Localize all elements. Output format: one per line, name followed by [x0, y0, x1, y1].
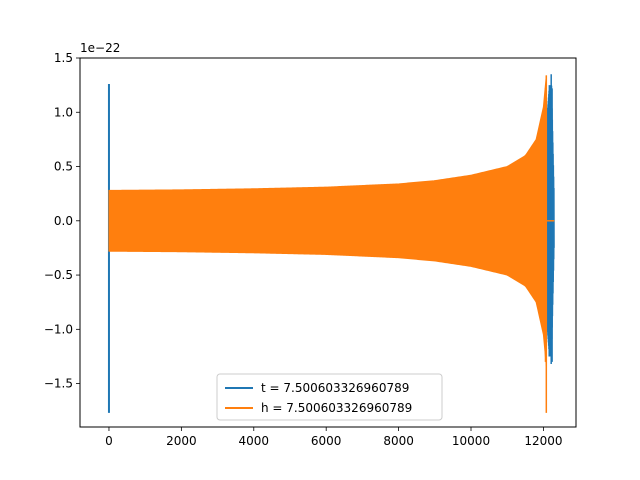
- x-axis: 0 2000 4000 6000 8000 10000 12000: [105, 427, 563, 448]
- y-tick-label: 1.0: [54, 105, 73, 119]
- x-tick-label: 10000: [452, 434, 490, 448]
- y-tick-label: 1.5: [54, 51, 73, 65]
- series-group: [107, 74, 555, 413]
- series-h: [108, 75, 555, 413]
- y-tick-label: 0.0: [54, 214, 73, 228]
- legend: t = 7.500603326960789 h = 7.5006033269607…: [216, 373, 443, 421]
- x-tick-label: 12000: [524, 434, 562, 448]
- series-layer: [107, 74, 555, 413]
- x-tick-label: 2000: [166, 434, 197, 448]
- x-tick-label: 8000: [383, 434, 414, 448]
- y-tick-label: 0.5: [54, 160, 73, 174]
- axes-frame: [79, 57, 577, 428]
- legend-label: t = 7.500603326960789: [261, 381, 409, 395]
- legend-label: h = 7.500603326960789: [261, 401, 412, 415]
- y-offset-label: 1e−22: [80, 41, 120, 55]
- y-tick-label: −1.5: [44, 377, 73, 391]
- legend-box: [216, 373, 443, 421]
- x-tick-label: 6000: [311, 434, 342, 448]
- y-tick-label: −0.5: [44, 268, 73, 282]
- y-axis: 1.5 1.0 0.5 0.0 −0.5 −1.0 −1.5: [44, 51, 80, 391]
- series-t-end-burst: [545, 85, 555, 357]
- x-tick-label: 0: [105, 434, 113, 448]
- y-tick-label: −1.0: [44, 322, 73, 336]
- x-tick-label: 4000: [239, 434, 270, 448]
